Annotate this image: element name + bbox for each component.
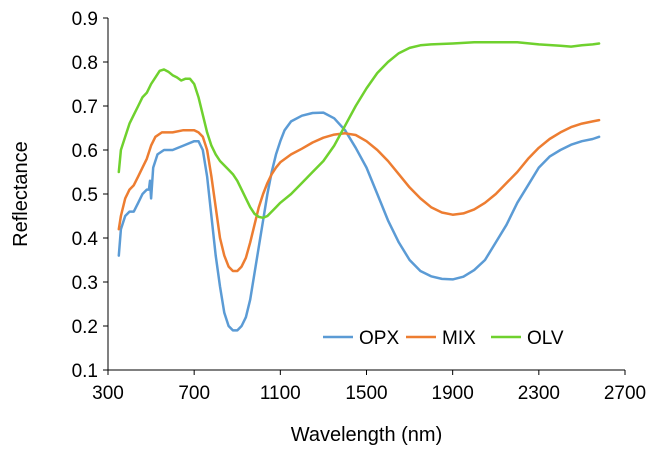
y-tick-label: 0.7 — [72, 97, 98, 118]
y-axis-ticks: 0.1 0.2 0.3 0.4 0.5 0.6 0.7 0.8 0.9 — [72, 9, 108, 382]
x-tick-label: 1900 — [432, 383, 474, 404]
y-tick-label: 0.6 — [72, 141, 98, 162]
y-tick-label: 0.4 — [72, 229, 99, 250]
x-axis-ticks: 300 700 1100 1500 1900 2300 2700 — [92, 370, 646, 404]
y-tick-label: 0.8 — [72, 53, 98, 74]
y-axis-title: Reflectance — [10, 141, 32, 247]
x-tick-label: 1100 — [260, 383, 301, 404]
x-axis-title: Wavelength (nm) — [291, 424, 443, 446]
series-line-mix — [117, 118, 601, 273]
y-tick-label: 0.3 — [72, 273, 98, 294]
x-tick-label: 1500 — [345, 383, 387, 404]
x-tick-label: 2700 — [604, 383, 646, 404]
series-lines — [117, 40, 601, 332]
series-line-opx — [117, 111, 601, 332]
y-tick-label: 0.2 — [72, 317, 98, 338]
legend: OPX MIX OLV — [323, 328, 564, 349]
legend-label-olv: OLV — [527, 328, 564, 349]
y-tick-label: 0.1 — [72, 361, 98, 382]
x-tick-label: 300 — [92, 383, 124, 404]
x-tick-label: 2300 — [518, 383, 560, 404]
y-tick-label: 0.5 — [72, 185, 98, 206]
legend-label-opx: OPX — [359, 328, 399, 349]
y-tick-label: 0.9 — [72, 9, 98, 30]
legend-label-mix: MIX — [442, 328, 476, 349]
series-line-olv — [117, 40, 601, 220]
x-tick-label: 700 — [178, 383, 210, 404]
